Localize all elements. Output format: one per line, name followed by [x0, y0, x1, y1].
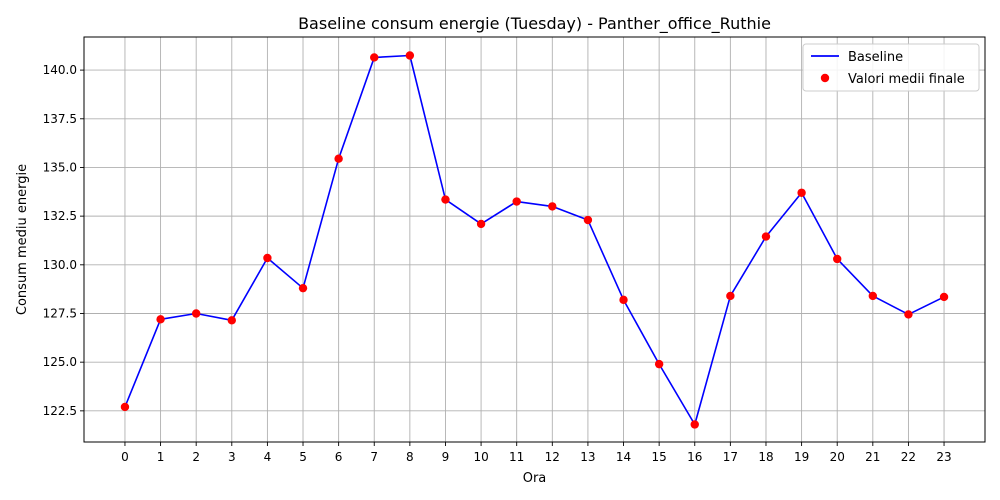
x-tick-label: 1 [157, 450, 165, 464]
scatter-point [833, 254, 842, 264]
x-tick-label: 23 [936, 450, 951, 464]
scatter-point [726, 291, 735, 301]
plot-area [83, 36, 986, 443]
series-layer [120, 51, 949, 429]
x-tick-label: 7 [370, 450, 378, 464]
scatter-point [263, 253, 272, 263]
scatter-point [156, 315, 165, 324]
x-tick-label: 15 [652, 450, 667, 464]
y-tick-label: 140.0 [43, 63, 77, 77]
scatter-point [761, 232, 771, 241]
x-tick-label: 19 [794, 450, 809, 464]
x-tick-label: 22 [901, 450, 916, 464]
scatter-point [904, 310, 913, 319]
scatter-point [939, 292, 949, 302]
scatter-point [227, 316, 236, 325]
x-tick-label: 10 [473, 450, 488, 464]
scatter-point [868, 291, 878, 301]
legend-scatter-swatch [820, 73, 830, 83]
y-tick-label: 132.5 [43, 209, 77, 223]
legend-box [802, 43, 980, 92]
baseline-series-line [124, 54, 945, 426]
scatter-point [298, 283, 308, 293]
scatter-point [441, 195, 450, 204]
scatter-point [405, 51, 415, 60]
y-tick-label: 137.5 [43, 112, 77, 126]
y-tick-label: 125.0 [43, 355, 77, 369]
grid [84, 37, 985, 442]
y-tick-label: 130.0 [43, 258, 77, 272]
scatter-point [191, 309, 201, 318]
legend: Baseline Valori medii finale [802, 43, 980, 92]
scatter-point [654, 359, 664, 369]
x-tick-label: 14 [616, 450, 631, 464]
scatter-point [548, 202, 557, 211]
scatter-point [120, 402, 130, 412]
x-tick-label: 16 [687, 450, 702, 464]
x-tick-label: 13 [580, 450, 595, 464]
x-tick-label: 3 [228, 450, 236, 464]
chart-title: Baseline consum energie (Tuesday) - Pant… [298, 14, 771, 34]
x-tick-label: 21 [865, 450, 880, 464]
scatter-point [797, 188, 806, 197]
x-tick-label: 12 [545, 450, 560, 464]
scatter-point [334, 154, 343, 163]
y-tick-label: 127.5 [43, 306, 77, 320]
x-tick-label: 18 [758, 450, 773, 464]
scatter-point [512, 197, 521, 206]
scatter-point [370, 53, 379, 62]
x-tick-label: 2 [192, 450, 200, 464]
y-axis-title: Consum mediu energie [15, 164, 30, 315]
x-tick-label: 6 [335, 450, 343, 464]
legend-baseline-label: Baseline [848, 50, 903, 65]
scatter-point [690, 420, 699, 429]
x-tick-label: 11 [509, 450, 524, 464]
x-tick-label: 8 [406, 450, 414, 464]
x-axis-title: Ora [523, 471, 547, 486]
x-tick-label: 5 [299, 450, 307, 464]
x-tick-label: 9 [442, 450, 450, 464]
axes: 0 1 2 3 4 5 6 7 8 9 10 11 12 13 14 15 16 17 18 19 20 21 22 2312… [43, 63, 952, 464]
y-tick-label: 122.5 [43, 404, 77, 418]
x-tick-label: 17 [723, 450, 738, 464]
scatter-point [476, 219, 486, 229]
x-tick-label: 4 [264, 450, 272, 464]
x-tick-label: 20 [830, 450, 845, 464]
x-tick-label: 0 [121, 450, 129, 464]
legend-scatter-label: Valori medii finale [848, 72, 965, 87]
scatter-point [583, 215, 593, 225]
y-tick-label: 135.0 [43, 160, 77, 174]
scatter-point [619, 295, 628, 305]
